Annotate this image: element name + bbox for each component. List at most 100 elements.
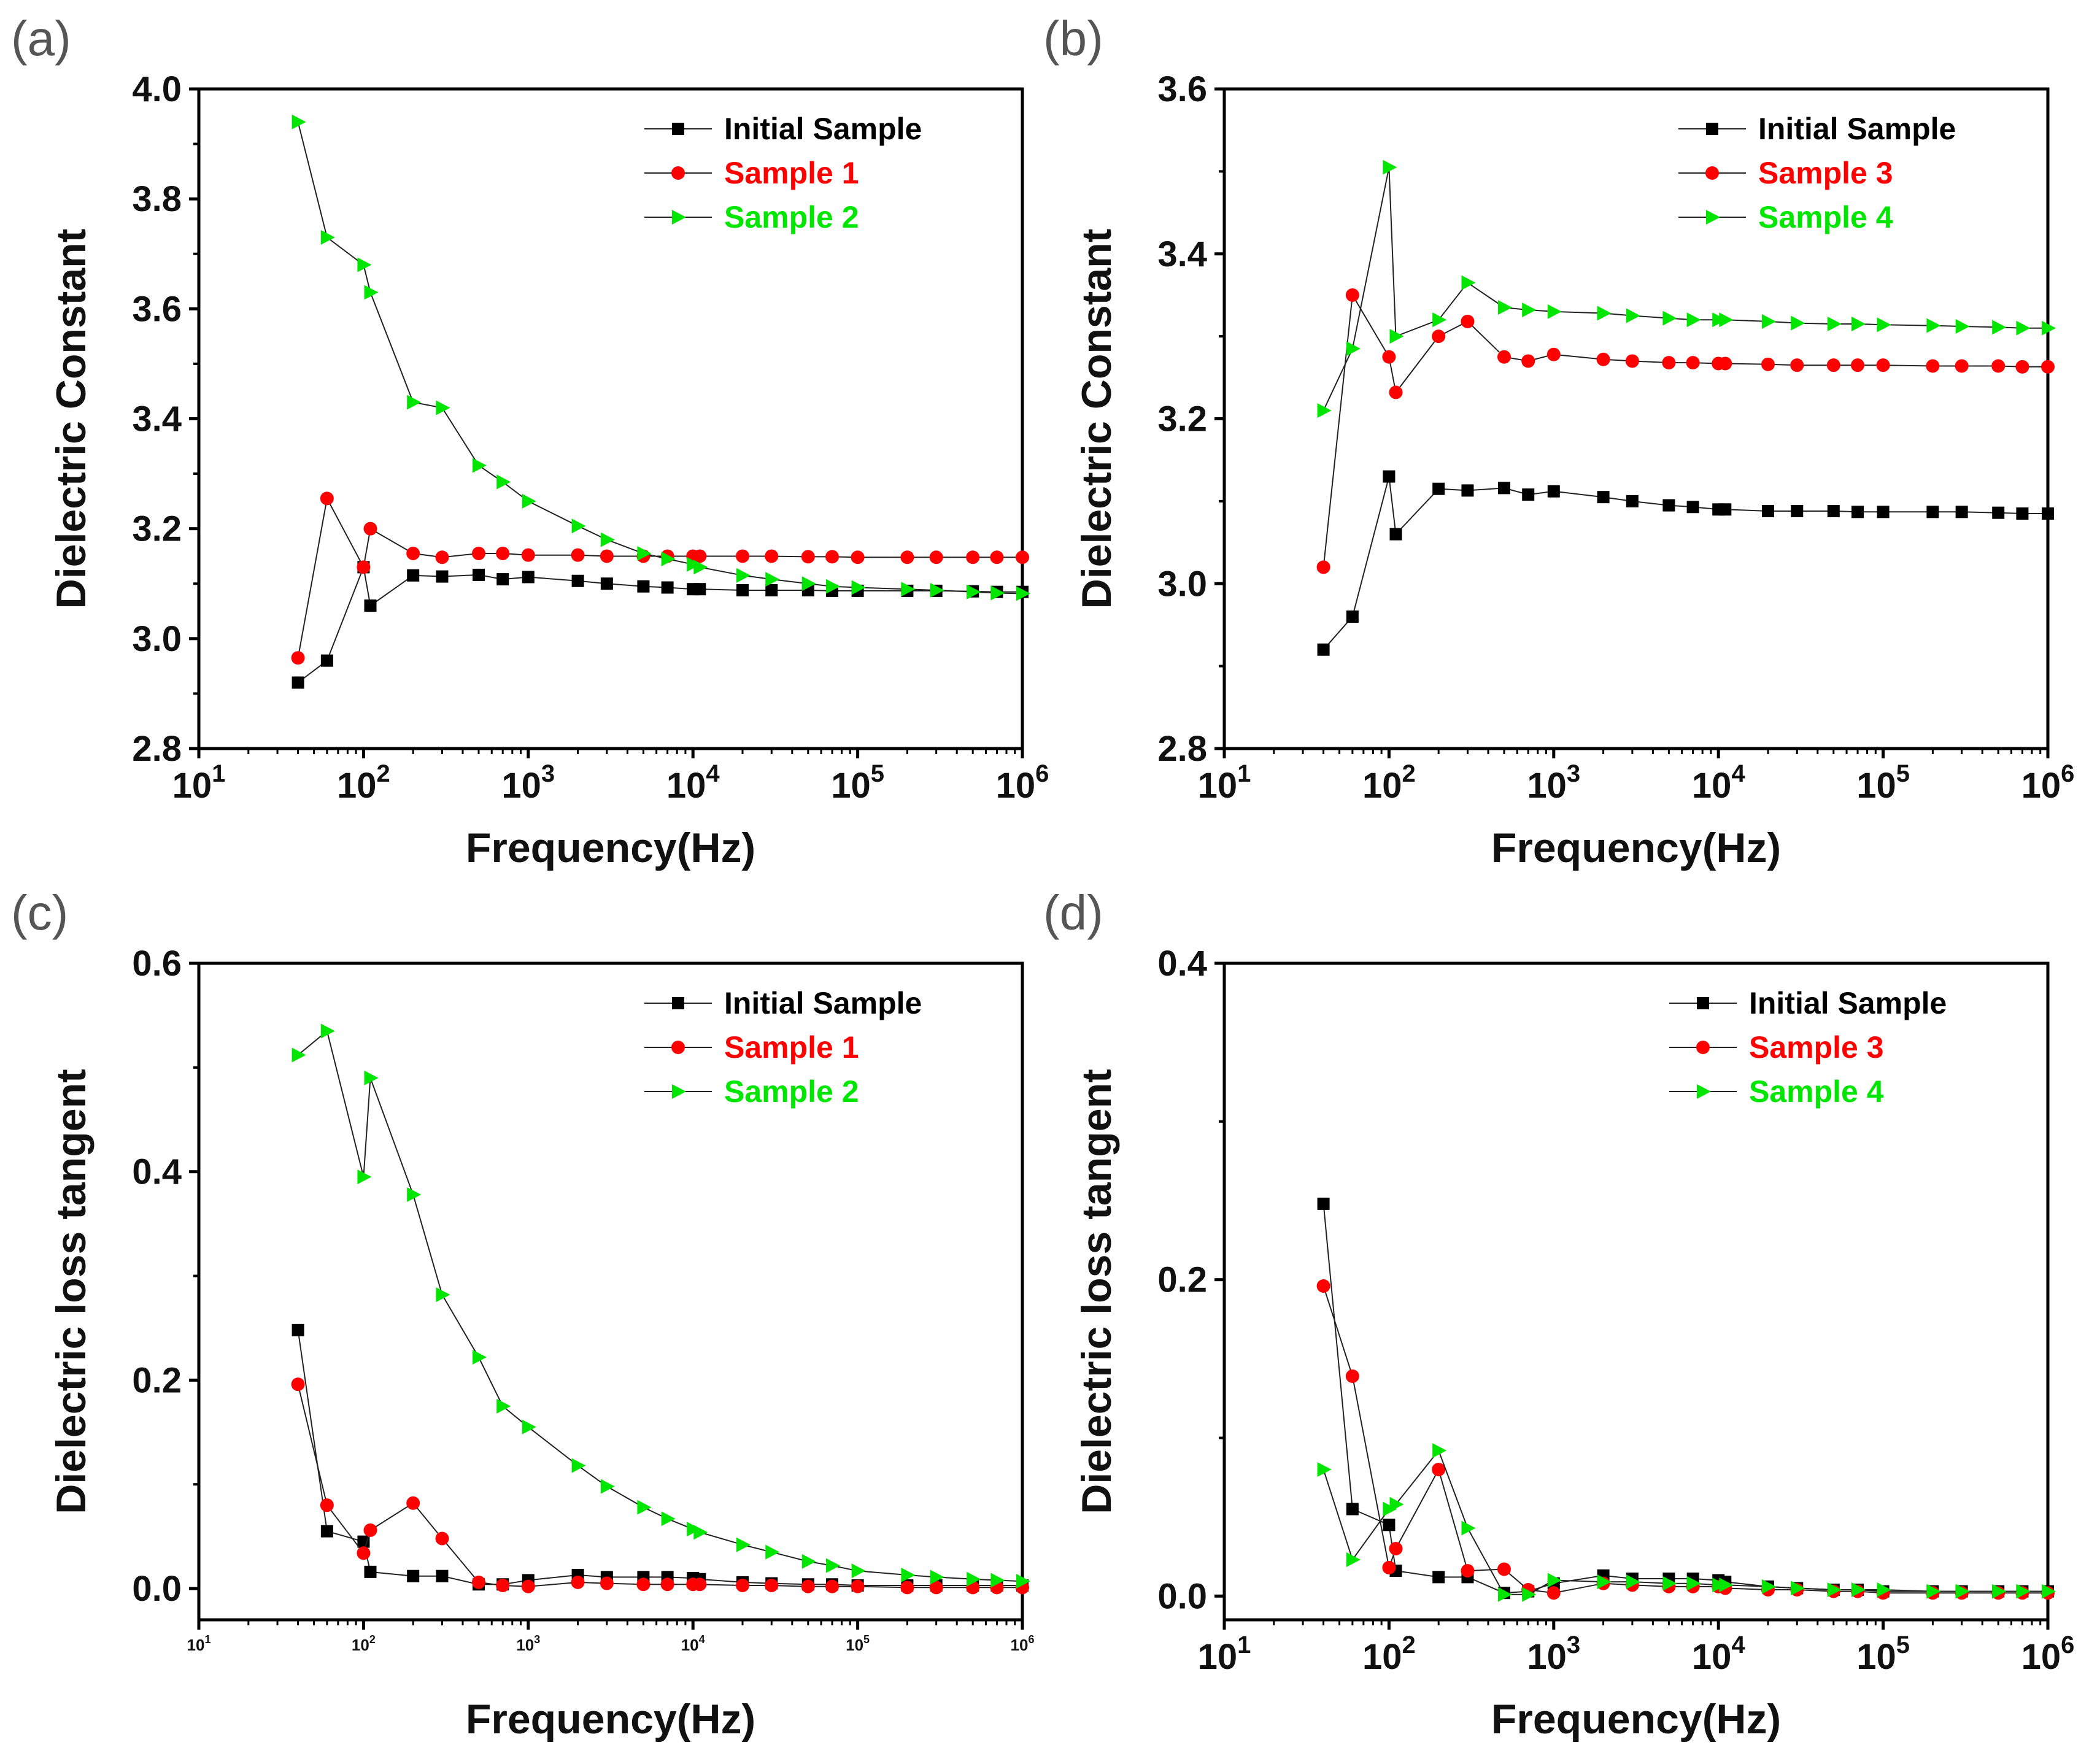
chart-panel-c: (c) 0.0 0.2 0.4 0.6 101 102 103 104 105 106 Frequen…: [11, 885, 1034, 1743]
data-point: [735, 549, 749, 563]
x-tick-label: 105: [846, 1633, 870, 1654]
data-point: [320, 1023, 335, 1039]
data-point: [2015, 360, 2029, 374]
data-point: [472, 546, 486, 560]
data-point: [825, 1579, 840, 1593]
data-point: [1955, 359, 1969, 373]
data-point: [1389, 1496, 1404, 1512]
data-point: [407, 569, 420, 582]
data-point: [967, 584, 981, 599]
x-tick-label: 103: [1527, 1631, 1580, 1677]
data-point: [600, 532, 615, 547]
data-point: [1432, 329, 1446, 344]
data-point: [436, 1287, 450, 1303]
data-point: [1761, 1579, 1776, 1594]
data-point: [1719, 503, 1732, 516]
x-tick-label: 106: [1011, 1633, 1035, 1654]
data-point: [1461, 314, 1475, 328]
data-point: [2016, 320, 2031, 336]
data-point: [1718, 356, 1732, 371]
legend-marker: [1697, 1084, 1711, 1099]
y-axis-title: Dielectric loss tangent: [48, 1069, 95, 1514]
data-point: [1761, 357, 1775, 371]
x-tick-label: 106: [2021, 760, 2075, 806]
y-tick-label: 3.6: [132, 289, 182, 329]
legend-label: Sample 2: [724, 1074, 859, 1109]
data-point: [2041, 360, 2055, 374]
data-point: [364, 285, 379, 300]
data-point: [900, 550, 914, 564]
data-point: [825, 550, 840, 564]
data-point: [1719, 1577, 1734, 1593]
data-point: [407, 1187, 422, 1203]
data-point: [929, 1581, 943, 1595]
data-point: [693, 1577, 707, 1592]
data-point: [472, 1575, 486, 1589]
data-point: [693, 1525, 708, 1540]
data-point: [600, 1576, 614, 1590]
data-point: [1662, 356, 1676, 370]
data-point: [765, 549, 779, 563]
data-point: [851, 1579, 865, 1593]
x-tick-label: 102: [352, 1633, 376, 1654]
x-tick-label: 102: [1362, 760, 1416, 806]
data-point: [435, 550, 449, 564]
data-point: [571, 1575, 585, 1589]
data-point: [320, 1498, 334, 1512]
data-point: [1955, 1584, 1970, 1599]
data-point: [1016, 1574, 1030, 1589]
data-point: [406, 546, 420, 560]
y-tick-label: 3.2: [132, 509, 182, 549]
data-point: [1826, 358, 1840, 372]
data-point: [693, 583, 706, 596]
data-point: [736, 584, 749, 596]
data-point: [765, 584, 778, 596]
x-axis-title: Frequency(Hz): [466, 1696, 755, 1743]
legend-marker: [672, 997, 684, 1009]
data-point: [851, 580, 866, 595]
data-point: [1662, 310, 1677, 326]
data-point: [801, 1554, 816, 1569]
data-point: [521, 548, 535, 562]
data-point: [364, 1565, 377, 1578]
data-point: [1597, 1574, 1612, 1590]
legend-label: Sample 1: [724, 156, 859, 190]
data-point: [1926, 506, 1939, 518]
data-point: [661, 1511, 676, 1527]
data-point: [636, 1577, 651, 1592]
legend-label: Initial Sample: [1758, 112, 1956, 146]
data-point: [2042, 320, 2056, 336]
x-axis-title: Frequency(Hz): [1491, 825, 1781, 871]
plot-frame: [1222, 961, 2050, 1622]
data-point: [765, 572, 780, 587]
data-point: [1626, 495, 1639, 507]
data-point: [1597, 491, 1610, 504]
data-point: [2016, 1584, 2031, 1599]
data-point: [1432, 312, 1447, 328]
data-point: [571, 518, 586, 534]
legend-marker: [672, 1084, 686, 1099]
data-point: [357, 1546, 371, 1560]
data-point: [291, 114, 306, 129]
data-point: [320, 229, 335, 245]
data-point: [1926, 359, 1940, 373]
data-point: [1317, 1197, 1330, 1210]
data-point: [435, 1531, 449, 1546]
data-point: [1016, 586, 1030, 601]
data-point: [1461, 484, 1474, 497]
data-point: [1546, 1586, 1561, 1600]
data-point: [1389, 1541, 1403, 1555]
x-tick-label: 105: [831, 760, 884, 806]
data-point: [1876, 358, 1890, 372]
x-tick-label: 106: [2021, 1631, 2075, 1677]
legend-marker: [671, 166, 685, 180]
data-point: [900, 1581, 914, 1595]
data-point: [1626, 308, 1640, 323]
data-point: [1926, 318, 1941, 333]
data-point: [1461, 1520, 1476, 1536]
data-point: [522, 493, 536, 509]
x-tick-label: 104: [1692, 1631, 1746, 1677]
data-point: [735, 1578, 749, 1592]
data-point: [801, 1579, 815, 1593]
y-tick-label: 0.6: [132, 944, 182, 984]
